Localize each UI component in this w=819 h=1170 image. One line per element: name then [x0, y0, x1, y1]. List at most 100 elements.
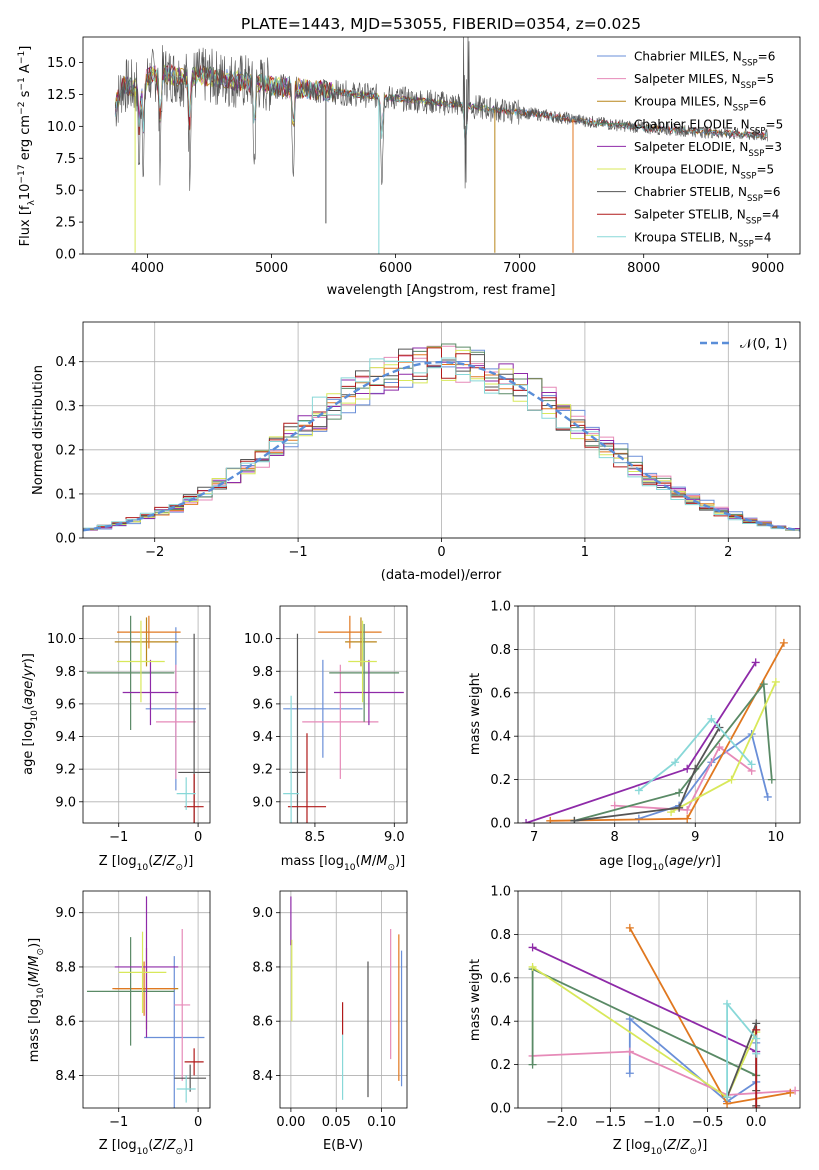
errorbar-point [329, 623, 400, 722]
legend-label: Chabrier ELODIE, NSSP=5 [634, 117, 783, 136]
label-part: ( [664, 854, 669, 869]
data-point-marker [625, 1015, 634, 1024]
label-part: −2 [17, 102, 27, 115]
legend-label-tail: =3 [764, 140, 782, 154]
legend-label: Kroupa STELIB, NSSP=4 [634, 230, 772, 249]
legend-label-base: Kroupa STELIB, N [634, 230, 738, 244]
data-point-marker [767, 775, 776, 784]
chart-residuals: −2 −1 0 1 2 0.0 0.1 0.2 0.3 0.4 𝒩(0, 1) (data-model… [31, 321, 801, 583]
label-part: Z [log [99, 1138, 137, 1153]
series-line [638, 717, 753, 792]
series-line [614, 745, 753, 811]
y-tick-label: 2.5 [55, 216, 76, 231]
y-tick-label: 8.4 [252, 1069, 273, 1084]
errorbar-point [348, 620, 377, 703]
y-tick-label: 0.8 [490, 643, 511, 658]
label-part: ( [21, 705, 36, 710]
label-part: / [693, 854, 698, 869]
label-part: ⊙ [36, 948, 46, 956]
y-axis-label: Flux [fλ10−17 erg cm−2 s−1 A−1] [17, 46, 37, 247]
y-tick-label: 9.0 [252, 795, 273, 810]
label-part: ⊙ [690, 1147, 698, 1157]
x-tick-label: −2 [145, 545, 164, 560]
y-tick-label: 0.0 [490, 817, 511, 832]
label-part: Flux [f [18, 205, 33, 246]
x-tick-label: 0.00 [276, 1115, 305, 1130]
label-part: ( [356, 854, 361, 869]
label-part: ⊙ [176, 863, 184, 873]
legend-label-tail: =4 [762, 208, 780, 222]
errorbar-point [122, 659, 179, 726]
y-tick-label: 8.6 [252, 1015, 273, 1030]
label-part: 10 [30, 710, 40, 722]
plot-area [283, 615, 404, 823]
axes-frame [517, 890, 801, 1109]
axes-frame [279, 605, 408, 824]
legend-label-base: Salpeter STELIB, N [634, 208, 746, 222]
label-part: yr [21, 662, 36, 678]
label-part: / [21, 676, 36, 681]
label-part: / [162, 854, 167, 869]
x-tick-label: −1 [289, 545, 308, 560]
errorbar-point [184, 1048, 204, 1076]
x-axis-label: mass [log10(M/M⊙)] [281, 854, 405, 873]
series-salpeter-elodie [522, 658, 760, 823]
histogram-chabrier-elodie [83, 343, 800, 530]
y-tick-label: 9.0 [252, 906, 273, 921]
label-part: yr [697, 854, 713, 869]
y-axis-label: mass weight [468, 959, 483, 1041]
label-part: age [669, 854, 693, 869]
x-tick-label: −1 [109, 830, 128, 845]
x-tick-label: 0.05 [322, 1115, 351, 1130]
data-point-marker [610, 801, 619, 810]
errorbar-point [144, 956, 205, 1108]
x-tick-label: 4000 [131, 261, 164, 276]
y-tick-label: 10.0 [244, 632, 273, 647]
x-tick-label: 8.5 [305, 830, 326, 845]
chart-age_vs_Z: −1 09.09.29.49.69.810.0Z [log10(Z/Z⊙)]age… [21, 605, 211, 873]
y-axis-label: age [log10(age/yr)] [21, 653, 40, 775]
label-part: Z [666, 1138, 677, 1153]
chart-mass_vs_Z: −1 08.48.68.89.0Z [log10(Z/Z⊙)]mass [log1… [27, 890, 211, 1157]
label-part: Z [152, 1138, 163, 1153]
label-part: / [676, 1138, 681, 1153]
x-tick-label: 0.0 [746, 1115, 767, 1130]
y-tick-label: 9.8 [252, 665, 273, 680]
label-part: erg cm [18, 115, 33, 164]
label-part: 10 [652, 863, 664, 873]
legend-label-tail: =6 [758, 50, 776, 64]
data-point-marker [625, 923, 634, 932]
label-part: mass [log [281, 854, 344, 869]
axes-frame [82, 36, 801, 255]
figure-title: PLATE=1443, MJD=53055, FIBERID=0354, z=0… [241, 15, 641, 33]
y-tick-label: 0.6 [490, 686, 511, 701]
label-part: M [27, 956, 42, 967]
y-tick-label: 0.6 [490, 971, 511, 986]
chart-spectrum: 4000 5000 6000 7000 8000 9000 0.0 2.5 5.0 7.5 10.0… [17, 36, 801, 298]
normal-reference-curve [83, 360, 800, 532]
legend-label-tail: =6 [763, 185, 781, 199]
data-point-marker [528, 943, 537, 952]
errorbar-point [117, 620, 165, 703]
data-point-marker [723, 1093, 732, 1102]
x-axis-label: wavelength [Angstrom, rest frame] [327, 283, 556, 298]
label-part: )] [21, 653, 36, 663]
legend-label-sub: SSP [741, 172, 757, 182]
y-tick-label: 9.2 [252, 763, 273, 778]
label-part: )] [711, 854, 721, 869]
errorbar-point [118, 931, 167, 1014]
errorbar-point [176, 777, 196, 810]
errorbar-point [287, 733, 327, 823]
legend-label-base: Chabrier MILES, N [634, 50, 742, 64]
x-tick-label: 7000 [503, 261, 536, 276]
spectrum-observed-data [115, 37, 768, 191]
data-point-marker [786, 1088, 795, 1097]
errorbar-point [156, 664, 196, 779]
x-tick-label: 8000 [627, 261, 660, 276]
label-part: Z [log [99, 854, 137, 869]
y-tick-label: 0.8 [490, 928, 511, 943]
y-tick-label: 0.2 [490, 773, 511, 788]
x-axis-label: Z [log10(Z/Z⊙)] [99, 1138, 194, 1157]
legend-label-tail: =5 [756, 163, 774, 177]
